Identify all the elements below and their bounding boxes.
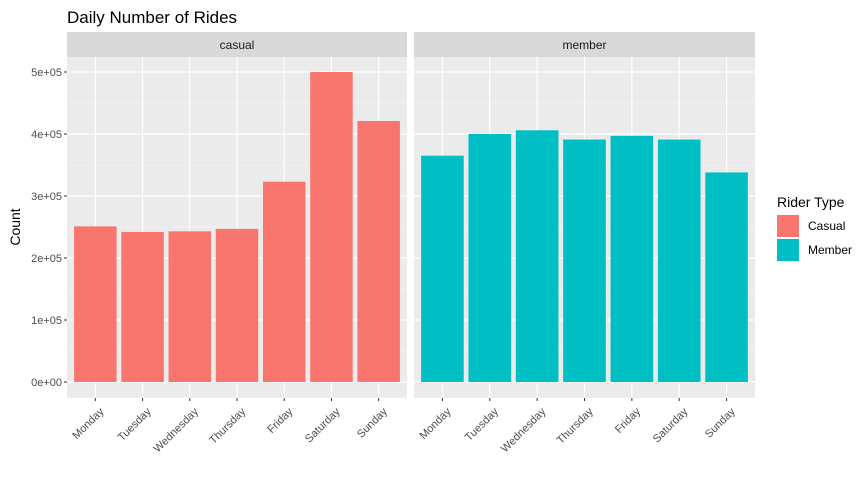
x-tick-label: Monday bbox=[70, 405, 107, 442]
bar-member-thursday bbox=[563, 139, 606, 382]
legend: Rider Type Casual Member bbox=[777, 194, 852, 261]
bar-member-saturday bbox=[657, 139, 701, 382]
legend-label-member: Member bbox=[808, 243, 852, 257]
strip-label-member: member bbox=[562, 38, 606, 52]
bar-member-wednesday bbox=[515, 130, 559, 382]
y-tick-label: 4e+05 bbox=[31, 129, 62, 141]
x-tick-label: Wednesday bbox=[499, 405, 549, 455]
y-tick-label: 0e+00 bbox=[31, 377, 62, 389]
y-tick-label: 3e+05 bbox=[31, 191, 62, 203]
x-tick-label: Wednesday bbox=[152, 405, 202, 455]
x-tick-label: Saturday bbox=[303, 405, 343, 445]
bar-member-monday bbox=[421, 155, 464, 382]
x-tick-label: Tuesday bbox=[463, 405, 501, 443]
legend-key-casual bbox=[777, 215, 799, 237]
bar-casual-friday bbox=[262, 181, 306, 382]
legend-title: Rider Type bbox=[777, 194, 845, 210]
x-tick-label: Monday bbox=[417, 405, 454, 442]
bar-casual-thursday bbox=[215, 228, 259, 382]
x-tick-label: Saturday bbox=[651, 405, 691, 445]
bar-casual-monday bbox=[74, 226, 117, 382]
bar-member-friday bbox=[610, 135, 654, 382]
legend-label-casual: Casual bbox=[808, 219, 845, 233]
x-tick-label: Thursday bbox=[207, 405, 248, 446]
x-tick-label: Thursday bbox=[555, 405, 596, 446]
y-tick-label: 5e+05 bbox=[31, 67, 62, 79]
bar-casual-wednesday bbox=[168, 231, 212, 382]
x-tick-label: Tuesday bbox=[116, 405, 154, 443]
bar-casual-saturday bbox=[310, 72, 353, 382]
bar-member-tuesday bbox=[468, 134, 512, 382]
y-axis-ticks: 0e+00 1e+05 2e+05 3e+05 4e+05 5e+05 bbox=[31, 67, 67, 389]
x-tick-label: Friday bbox=[613, 405, 643, 435]
x-tick-label: Sunday bbox=[703, 405, 738, 440]
y-tick-label: 1e+05 bbox=[31, 315, 62, 327]
legend-key-member bbox=[777, 239, 799, 261]
bar-casual-sunday bbox=[357, 120, 400, 382]
strip-member bbox=[414, 32, 755, 57]
y-tick-label: 2e+05 bbox=[31, 253, 62, 265]
bar-member-sunday bbox=[705, 172, 748, 382]
strip-label-casual: casual bbox=[220, 38, 255, 52]
chart-title: Daily Number of Rides bbox=[67, 8, 237, 27]
x-tick-label: Friday bbox=[265, 405, 295, 435]
bar-casual-tuesday bbox=[121, 231, 164, 382]
strip-casual bbox=[67, 32, 407, 57]
y-axis-title: Count bbox=[7, 208, 23, 245]
x-tick-label: Sunday bbox=[355, 405, 390, 440]
